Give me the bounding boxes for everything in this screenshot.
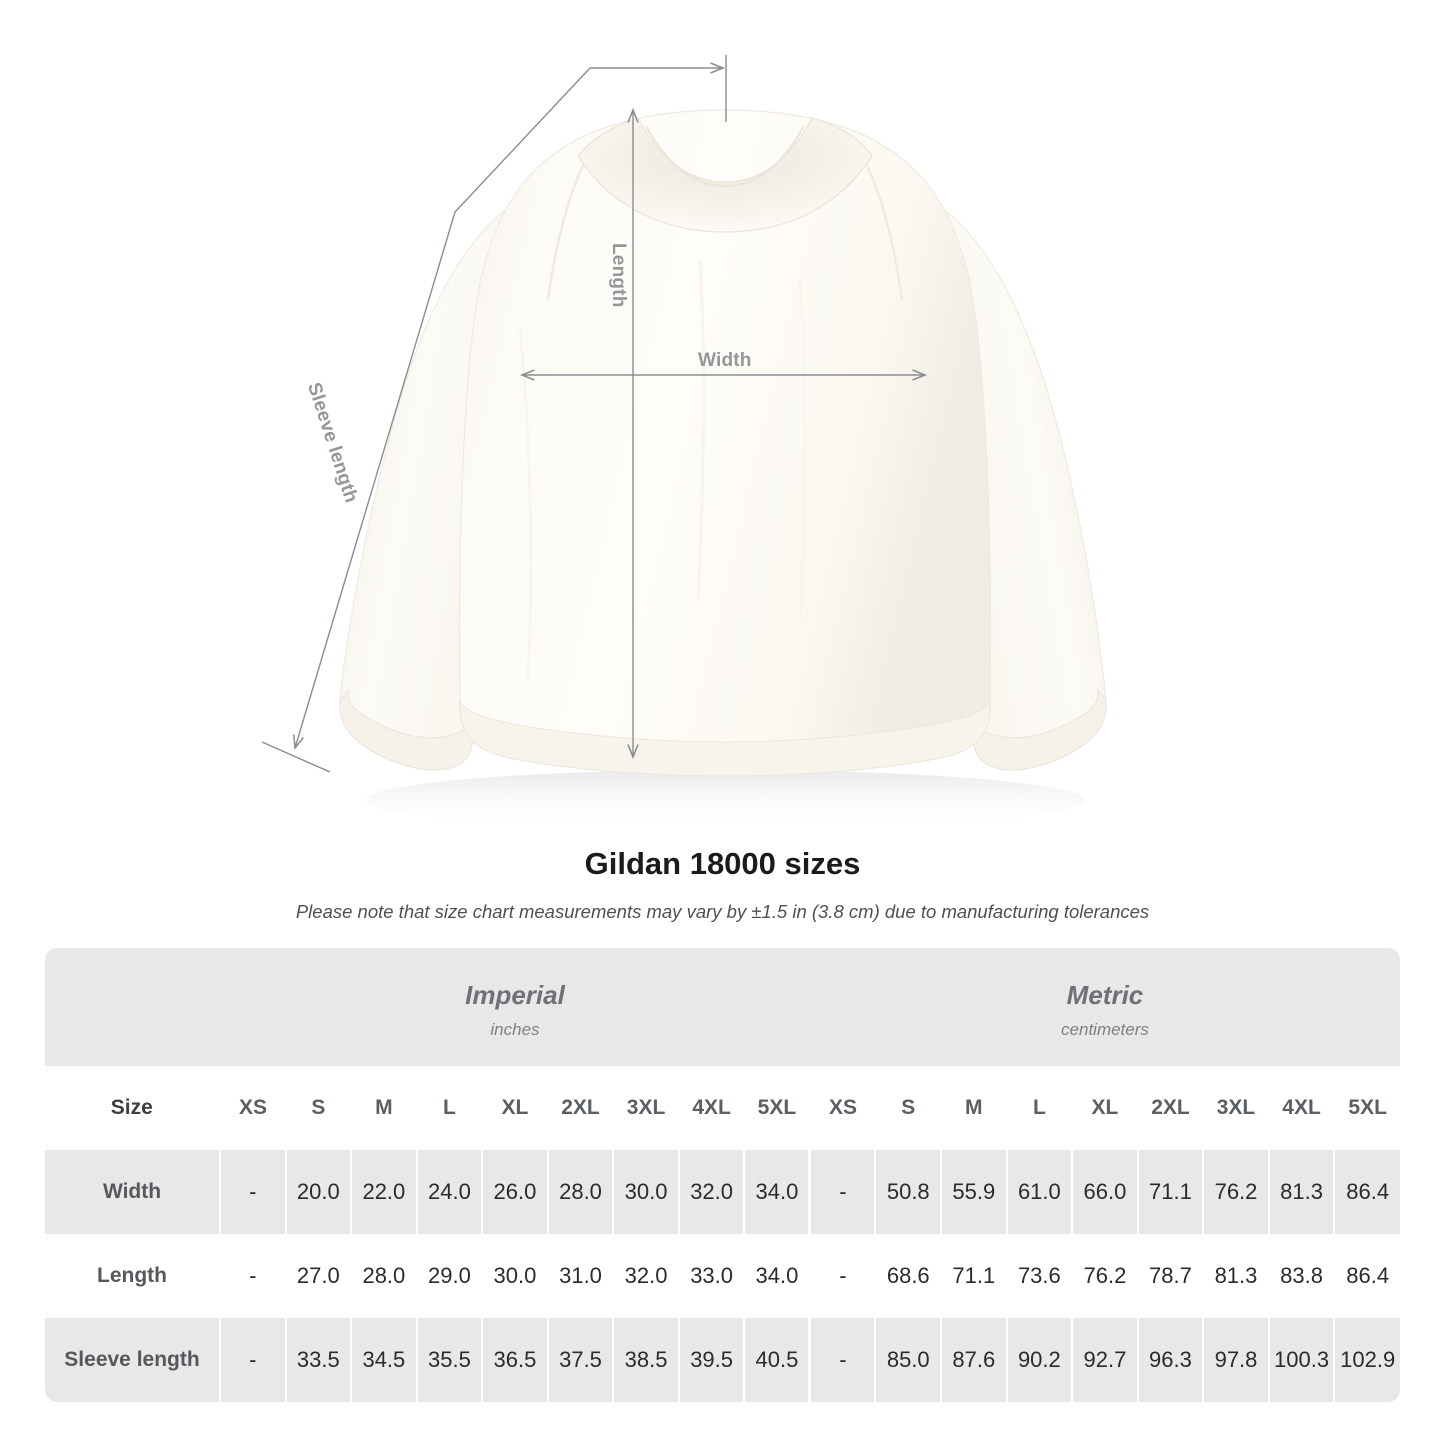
size-header-metric-s: S [874,1066,942,1150]
size-header-metric-4xl: 4XL [1267,1066,1335,1150]
size-header-metric-xs: XS [808,1066,876,1150]
size-header-row: Size XS S M L XL 2XL 3XL 4XL 5XL XS S M L XL 2XL 3XL 4XL… [45,1066,1400,1150]
cell-imperial-8: 40.5 [743,1318,810,1402]
garment-diagram: Length Width Sleeve length [261,55,1107,830]
size-header-metric-xl: XL [1071,1066,1138,1150]
cell-metric-4: 76.2 [1071,1234,1138,1318]
size-header-imperial-m: M [350,1066,417,1150]
title-block: Gildan 18000 sizes Please note that size… [0,845,1445,924]
cell-metric-0: - [808,1318,876,1402]
cell-metric-4: 66.0 [1071,1150,1138,1234]
table-row: Width -20.0 22.0 24.0 26.0 28.0 30.0 32.0 34.0-5… [45,1150,1400,1234]
length-label: Length [608,243,629,308]
cell-imperial-5: 28.0 [546,1150,614,1234]
unit-group-metric: Metric centimeters [809,948,1400,1066]
cell-metric-4: 92.7 [1071,1318,1138,1402]
cell-metric-5: 96.3 [1136,1318,1204,1402]
size-header-imperial-5xl: 5XL [743,1066,810,1150]
cell-imperial-7: 33.0 [677,1234,745,1318]
size-header-imperial-xl: XL [481,1066,548,1150]
size-header-metric-3xl: 3XL [1202,1066,1269,1150]
cell-imperial-8: 34.0 [743,1150,810,1234]
cell-imperial-6: 30.0 [612,1150,679,1234]
size-header-metric-5xl: 5XL [1333,1066,1400,1150]
page-title: Gildan 18000 sizes [584,846,861,881]
unit-group-metric-name: Metric [1066,979,1144,1010]
unit-group-metric-sub: centimeters [1061,1019,1149,1039]
unit-group-header-row: Imperial inches Metric centimeters [45,948,1400,1066]
size-table: Imperial inches Metric centimeters Size … [45,948,1400,1402]
cell-metric-2: 55.9 [940,1150,1007,1234]
cell-metric-2: 87.6 [940,1318,1007,1402]
cell-imperial-1: 20.0 [284,1150,352,1234]
cell-imperial-3: 24.0 [415,1150,483,1234]
cell-metric-1: 68.6 [874,1234,942,1318]
size-header-imperial-xs: XS [218,1066,286,1150]
cell-metric-3: 73.6 [1005,1234,1073,1318]
cell-imperial-4: 26.0 [481,1150,548,1234]
cell-imperial-6: 32.0 [612,1234,679,1318]
size-table-container: Imperial inches Metric centimeters Size … [45,948,1400,1402]
size-header-imperial-2xl: 2XL [546,1066,614,1150]
cell-imperial-4: 30.0 [481,1234,548,1318]
cell-metric-7: 100.3 [1267,1318,1335,1402]
size-header-imperial-s: S [284,1066,352,1150]
cell-imperial-7: 39.5 [677,1318,745,1402]
cell-imperial-6: 38.5 [612,1318,679,1402]
cell-metric-1: 50.8 [874,1150,942,1234]
cell-metric-6: 81.3 [1202,1234,1269,1318]
table-row: Sleeve length -33.5 34.5 35.5 36.5 37.5 38.5 39… [45,1318,1400,1402]
cell-imperial-8: 34.0 [743,1234,810,1318]
cell-metric-8: 102.9 [1333,1318,1400,1402]
width-label: Width [698,350,752,371]
size-header-imperial-l: L [415,1066,483,1150]
cell-imperial-5: 31.0 [546,1234,614,1318]
size-header-metric-m: M [940,1066,1007,1150]
cell-metric-8: 86.4 [1333,1150,1400,1234]
cell-imperial-1: 27.0 [284,1234,352,1318]
size-header-imperial-3xl: 3XL [612,1066,679,1150]
unit-group-imperial-sub: inches [490,1019,540,1039]
cell-metric-6: 97.8 [1202,1318,1269,1402]
size-header-metric-l: L [1005,1066,1073,1150]
cell-metric-2: 71.1 [940,1234,1007,1318]
row-header-label: Sleeve length [45,1318,220,1402]
cell-imperial-2: 28.0 [350,1234,417,1318]
table-row: Length -27.0 28.0 29.0 30.0 31.0 32.0 33.0 34.0-… [45,1234,1400,1318]
sweatshirt-image [339,109,1107,830]
cell-imperial-0: - [219,1150,286,1234]
cell-imperial-2: 34.5 [350,1318,417,1402]
unit-group-imperial-name: Imperial [465,979,565,1010]
cell-metric-3: 61.0 [1005,1150,1073,1234]
cell-metric-7: 83.8 [1267,1234,1335,1318]
cell-imperial-5: 37.5 [546,1318,614,1402]
size-header-metric-2xl: 2XL [1136,1066,1204,1150]
cell-imperial-0: - [219,1234,286,1318]
cell-metric-6: 76.2 [1202,1150,1269,1234]
size-header-label: Size [45,1066,220,1150]
cell-imperial-2: 22.0 [350,1150,417,1234]
tolerance-note: Please note that size chart measurements… [295,900,1150,922]
cell-metric-3: 90.2 [1005,1318,1073,1402]
cell-metric-7: 81.3 [1267,1150,1335,1234]
cell-imperial-3: 35.5 [415,1318,483,1402]
cell-metric-5: 71.1 [1136,1150,1204,1234]
cell-imperial-0: - [219,1318,286,1402]
row-header-label: Width [45,1150,220,1234]
row-header-label: Length [45,1234,220,1318]
cell-imperial-1: 33.5 [284,1318,352,1402]
cell-metric-8: 86.4 [1333,1234,1400,1318]
cell-imperial-3: 29.0 [415,1234,483,1318]
unit-group-imperial: Imperial inches [220,948,810,1066]
cell-metric-5: 78.7 [1136,1234,1204,1318]
cell-metric-0: - [808,1234,876,1318]
unit-header-spacer [45,948,220,1066]
size-header-imperial-4xl: 4XL [677,1066,745,1150]
cell-imperial-4: 36.5 [481,1318,548,1402]
cell-imperial-7: 32.0 [677,1150,745,1234]
cell-metric-0: - [808,1150,876,1234]
cell-metric-1: 85.0 [874,1318,942,1402]
